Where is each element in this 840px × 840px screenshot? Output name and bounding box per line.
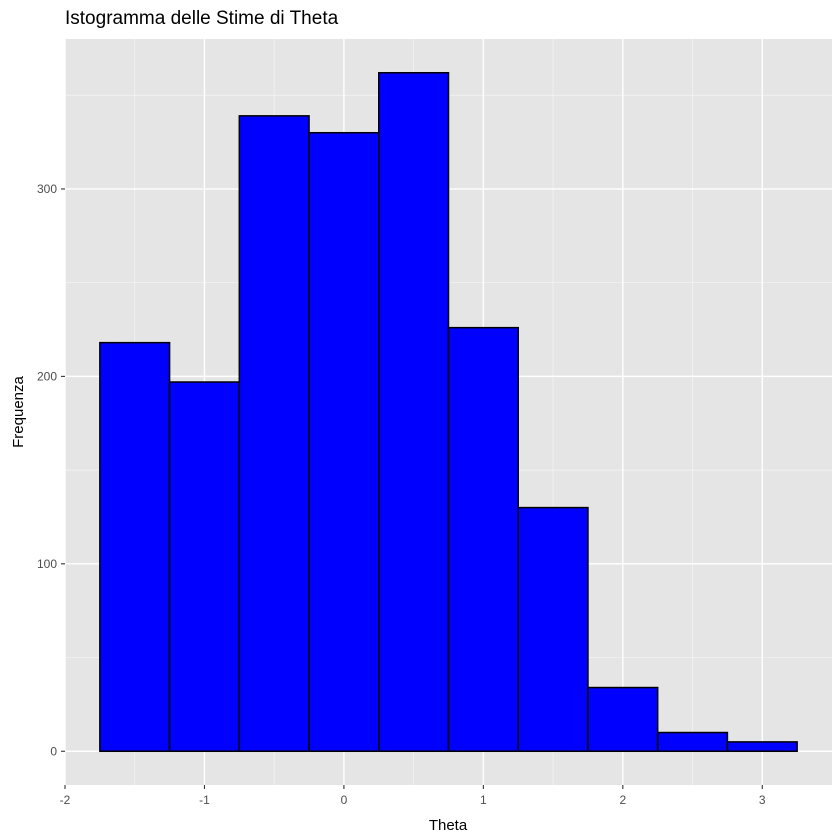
y-axis-tick-labels: 0 100 200 300 bbox=[37, 182, 57, 758]
x-tick-label: 2 bbox=[619, 793, 626, 807]
histogram-bars bbox=[99, 71, 798, 753]
x-axis-title: Theta bbox=[429, 817, 468, 834]
y-tick-label: 0 bbox=[50, 744, 57, 758]
histogram-bar bbox=[378, 71, 450, 753]
histogram-bar bbox=[517, 506, 589, 753]
histogram-bar bbox=[238, 115, 310, 753]
histogram-bar bbox=[168, 381, 241, 753]
histogram-bar bbox=[587, 686, 659, 753]
histogram-bar bbox=[656, 731, 729, 753]
y-tick-label: 300 bbox=[37, 182, 57, 196]
histogram-bar bbox=[99, 341, 171, 753]
y-tick-label: 100 bbox=[37, 557, 57, 571]
x-axis-tick-labels: -2 -1 0 1 2 3 bbox=[60, 793, 766, 807]
y-axis-title: Frequenza bbox=[10, 375, 27, 447]
x-tick-label: 0 bbox=[341, 793, 348, 807]
axis-ticks bbox=[61, 188, 763, 789]
y-tick-label: 200 bbox=[37, 369, 57, 383]
x-tick-label: -2 bbox=[60, 793, 71, 807]
x-tick-label: 3 bbox=[759, 793, 766, 807]
chart-title: Istogramma delle Stime di Theta bbox=[65, 8, 339, 29]
histogram-bar bbox=[726, 741, 798, 753]
histogram-bar bbox=[447, 326, 519, 753]
histogram-bar bbox=[308, 131, 380, 753]
x-tick-label: -1 bbox=[199, 793, 210, 807]
x-tick-label: 1 bbox=[480, 793, 487, 807]
